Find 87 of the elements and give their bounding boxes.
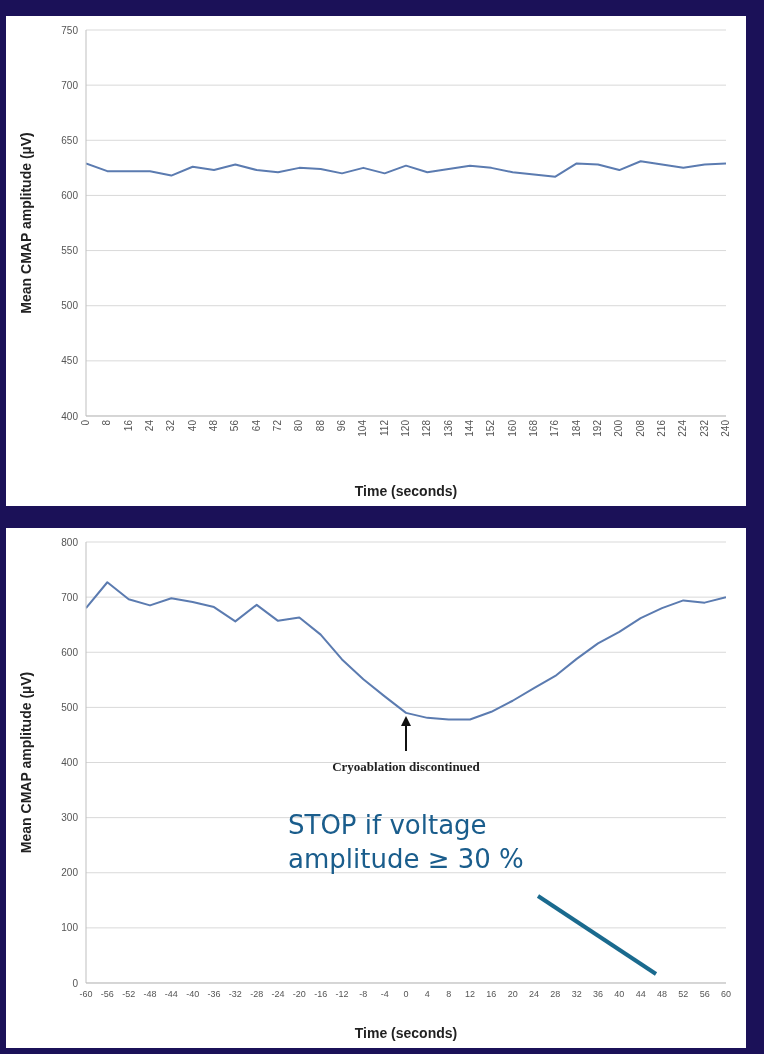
x-tick-label: 64 xyxy=(250,419,262,432)
x-tick-label: 96 xyxy=(336,419,348,432)
y-tick-label: 300 xyxy=(61,812,79,824)
x-tick-label: -4 xyxy=(380,989,389,1000)
x-tick-label: 136 xyxy=(442,419,454,437)
y-tick-label: 800 xyxy=(61,536,79,548)
x-tick-label: 12 xyxy=(464,989,476,1000)
x-tick-label: 168 xyxy=(528,419,540,437)
x-tick-label: 32 xyxy=(165,419,177,432)
x-tick-label: 40 xyxy=(614,989,625,1000)
x-tick-label: 232 xyxy=(698,419,710,437)
x-tick-label: 60 xyxy=(720,989,732,1000)
annotation: STOP if voltage amplitude ≥ 30 % xyxy=(288,809,525,876)
x-tick-label: 112 xyxy=(378,419,390,436)
y-tick-label: 700 xyxy=(61,591,79,603)
x-tick-label: -24 xyxy=(271,989,285,1000)
x-tick-label: -20 xyxy=(292,989,306,1000)
x-tick-label: 200 xyxy=(613,419,625,437)
x-tick-label: 216 xyxy=(656,419,668,437)
x-tick-label: 0 xyxy=(80,419,92,426)
x-tick-label: 44 xyxy=(635,989,646,1000)
x-tick-label: 176 xyxy=(549,419,561,437)
y-tick-label: 700 xyxy=(61,79,79,91)
x-tick-label: 48 xyxy=(656,989,668,1000)
x-tick-label: 20 xyxy=(507,989,518,1000)
y-tick-label: 400 xyxy=(61,757,79,769)
x-tick-label: 24 xyxy=(144,419,156,432)
x-tick-label: 40 xyxy=(186,419,198,432)
y-tick-label: 750 xyxy=(61,24,79,36)
x-tick-label: 120 xyxy=(400,419,412,437)
x-tick-label: -12 xyxy=(335,989,349,1000)
x-tick-label: 144 xyxy=(464,419,476,437)
x-tick-label: 128 xyxy=(421,419,433,437)
x-tick-label: 192 xyxy=(592,419,604,437)
line-series xyxy=(86,581,726,721)
x-tick-label: 48 xyxy=(208,419,220,432)
x-tick-label: 224 xyxy=(677,419,689,437)
y-tick-label: 600 xyxy=(61,189,79,201)
x-tick-label: 104 xyxy=(357,419,369,437)
x-tick-label: 24 xyxy=(528,989,540,1000)
x-tick-label: 32 xyxy=(571,989,582,1000)
y-tick-label: 400 xyxy=(61,410,79,422)
x-tick-label: -60 xyxy=(79,989,93,1000)
y-tick-label: 100 xyxy=(61,922,79,934)
x-tick-label: 36 xyxy=(592,989,604,1000)
x-tick-label: 72 xyxy=(272,419,284,432)
y-axis-title: Mean CMAP amplitude (µV) xyxy=(17,671,34,854)
x-tick-label: 56 xyxy=(229,419,241,432)
y-tick-label: 500 xyxy=(61,701,79,713)
x-axis-title: Time (seconds) xyxy=(354,483,458,499)
x-tick-label: -44 xyxy=(164,989,178,1000)
x-tick-label: -52 xyxy=(122,989,136,1000)
x-tick-label: 0 xyxy=(403,989,409,1000)
x-tick-label: 80 xyxy=(293,419,305,432)
x-tick-label: -56 xyxy=(100,989,114,1000)
y-tick-label: 650 xyxy=(61,134,79,146)
x-tick-label: -16 xyxy=(314,989,328,1000)
x-tick-label: 208 xyxy=(634,419,646,437)
x-tick-label: 16 xyxy=(122,419,134,432)
x-tick-label: 8 xyxy=(101,419,113,426)
x-tick-label: 16 xyxy=(486,989,497,1000)
y-tick-label: 550 xyxy=(61,245,79,257)
x-tick-label: 88 xyxy=(314,419,326,432)
x-tick-label: -32 xyxy=(228,989,242,1000)
y-tick-label: 0 xyxy=(72,977,79,989)
annotation: Cryoablation discontinued xyxy=(332,758,481,774)
x-tick-label: 28 xyxy=(550,989,561,1000)
x-tick-label: 56 xyxy=(699,989,710,1000)
x-tick-label: -8 xyxy=(359,989,368,1000)
y-tick-label: 200 xyxy=(61,867,79,879)
x-tick-label: 240 xyxy=(720,419,732,437)
x-tick-label: 52 xyxy=(678,989,689,1000)
x-tick-label: -28 xyxy=(250,989,264,1000)
x-tick-label: 4 xyxy=(424,989,430,1000)
y-tick-label: 600 xyxy=(61,646,79,658)
x-tick-label: 8 xyxy=(446,989,452,1000)
x-tick-label: 160 xyxy=(506,419,518,437)
x-tick-label: -48 xyxy=(143,989,157,1000)
x-tick-label: -40 xyxy=(186,989,200,1000)
y-axis-title: Mean CMAP amplitude (µV) xyxy=(17,132,34,314)
y-tick-label: 450 xyxy=(61,355,79,367)
x-tick-label: 152 xyxy=(485,419,497,437)
y-tick-label: 500 xyxy=(61,300,79,312)
x-axis-title: Time (seconds) xyxy=(354,1025,458,1041)
x-tick-label: 184 xyxy=(570,419,582,437)
x-tick-label: -36 xyxy=(207,989,221,1000)
line-series xyxy=(86,160,726,178)
